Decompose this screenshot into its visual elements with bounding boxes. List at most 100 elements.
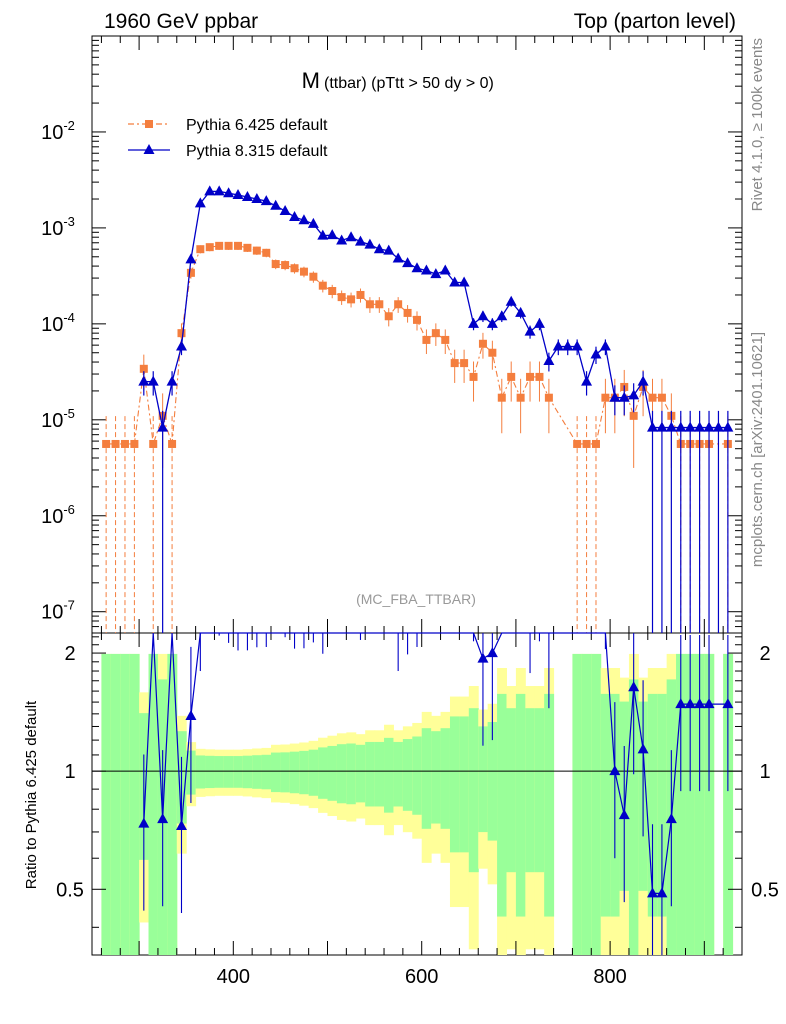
ratio-band-inner (148, 653, 159, 955)
legend-pythia6-marker (145, 120, 153, 128)
point-pythia8 (383, 244, 395, 255)
ratio-point-pythia8 (618, 809, 630, 820)
ratio-band-inner (120, 653, 131, 955)
point-pythia8 (157, 421, 169, 432)
point-pythia6 (450, 359, 459, 368)
point-pythia6 (205, 243, 214, 252)
x-tick-label: 400 (217, 966, 250, 988)
y-tick-label: 10-3 (41, 214, 75, 240)
point-pythia6 (234, 241, 243, 250)
point-pythia8 (618, 391, 630, 402)
point-pythia8 (147, 375, 159, 386)
header-right: Top (parton level) (574, 10, 736, 33)
point-pythia8 (486, 317, 498, 328)
ratio-band-inner (195, 755, 206, 789)
ratio-band-inner (233, 756, 244, 788)
ratio-y-tick-label-right: 2 (759, 643, 770, 665)
point-pythia6 (431, 329, 440, 338)
point-pythia8 (185, 253, 197, 264)
ratio-point-pythia8 (722, 698, 734, 709)
point-pythia8 (307, 217, 319, 228)
ratio-point-pythia8 (637, 743, 649, 754)
chart-title-sub: (ttbar) (pTtt > 50 dy > 0) (324, 75, 494, 92)
ratio-point-pythia8 (609, 765, 621, 776)
ratio-y-tick-label-right: 1 (759, 761, 770, 783)
point-pythia6 (252, 246, 261, 255)
point-pythia6 (497, 393, 506, 402)
series-pythia8 (138, 185, 734, 633)
ratio-bands (101, 653, 734, 955)
ratio-band-inner (129, 653, 140, 955)
ratio-band-inner (515, 693, 526, 917)
point-pythia8 (298, 214, 310, 225)
point-pythia8 (326, 229, 338, 240)
ratio-band-inner (365, 741, 376, 807)
legend-pythia8-label: Pythia 8.315 default (186, 143, 328, 160)
point-pythia8 (317, 229, 329, 240)
ratio-band-inner (468, 708, 479, 873)
ratio-band-inner (459, 716, 470, 853)
ratio-band-inner (628, 679, 639, 955)
point-pythia6 (102, 439, 111, 448)
point-pythia6 (422, 335, 431, 344)
ratio-y-tick-label-left: 2 (64, 643, 75, 665)
point-pythia6 (365, 300, 374, 309)
point-pythia8 (336, 234, 348, 245)
y-tick-label: 10-4 (41, 310, 75, 336)
ratio-point-pythia8 (675, 698, 687, 709)
point-pythia6 (290, 264, 299, 273)
point-pythia8 (166, 375, 178, 386)
point-pythia8 (175, 340, 187, 351)
point-pythia8 (694, 421, 706, 432)
ratio-band-inner (525, 708, 536, 873)
ratio-point-pythia8 (486, 647, 498, 658)
y-tick-label: 10-6 (41, 502, 75, 528)
series-pythia6-line (106, 245, 728, 445)
point-pythia8 (656, 421, 668, 432)
x-tick-label: 600 (405, 966, 438, 988)
point-pythia6 (629, 411, 638, 420)
ratio-point-pythia8 (665, 813, 677, 824)
point-pythia8 (533, 317, 545, 328)
point-pythia8 (703, 421, 715, 432)
ratio-band-inner (384, 737, 394, 813)
point-pythia6 (168, 439, 177, 448)
ratio-band-inner (581, 653, 592, 955)
point-pythia8 (675, 421, 687, 432)
point-pythia6 (318, 281, 327, 290)
ratio-band-inner (223, 756, 234, 788)
ratio-band-inner (647, 693, 658, 917)
ratio-band-inner (252, 755, 263, 789)
point-pythia8 (411, 262, 423, 273)
point-pythia6 (535, 372, 544, 381)
point-pythia8 (289, 210, 301, 221)
ratio-band-inner (723, 653, 734, 955)
point-pythia6 (469, 372, 478, 381)
ratio-band-inner (657, 693, 668, 917)
point-pythia8 (665, 421, 677, 432)
point-pythia8 (138, 375, 150, 386)
legend: Pythia 6.425 default Pythia 8.315 defaul… (128, 117, 328, 160)
point-pythia8 (260, 195, 272, 206)
analysis-watermark: (MC_FBA_TTBAR) (356, 591, 476, 607)
point-pythia8 (232, 189, 244, 200)
point-pythia8 (637, 375, 649, 386)
point-pythia8 (552, 340, 564, 351)
point-pythia6 (120, 439, 129, 448)
point-pythia6 (281, 261, 290, 270)
point-pythia8 (194, 197, 206, 208)
point-pythia6 (657, 393, 666, 402)
point-pythia8 (354, 235, 366, 246)
point-pythia6 (460, 359, 469, 368)
point-pythia6 (413, 315, 421, 324)
ratio-point-pythia8 (684, 698, 696, 709)
point-pythia8 (515, 306, 527, 317)
ratio-series-pythia8 (138, 632, 734, 955)
ratio-band-inner (289, 751, 300, 794)
point-pythia6 (111, 439, 120, 448)
chart-title-main: M (302, 68, 320, 93)
point-pythia8 (524, 325, 536, 336)
ratio-band-inner (704, 653, 715, 955)
y-tick-label: 10-2 (41, 118, 75, 144)
point-pythia6 (648, 393, 657, 402)
